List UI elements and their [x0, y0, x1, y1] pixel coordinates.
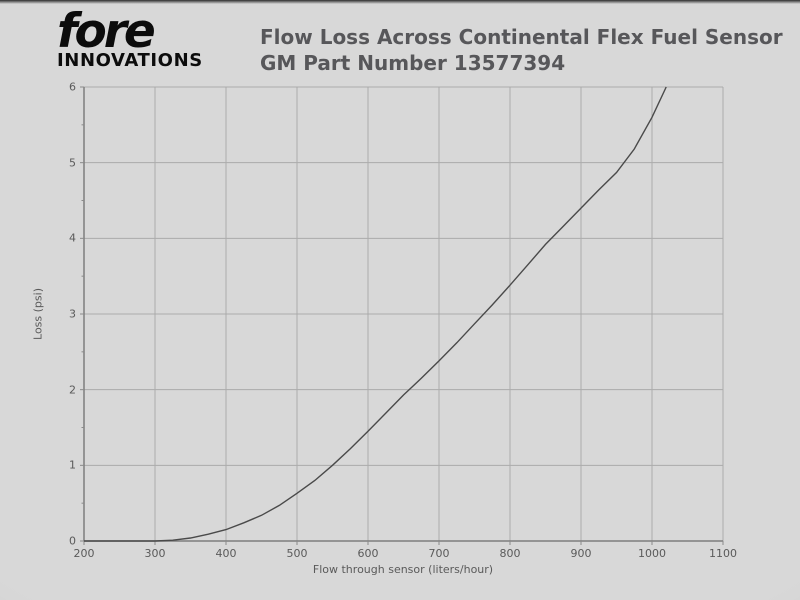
x-tick-300: 300	[144, 547, 166, 560]
y-tick-4: 4	[69, 231, 76, 245]
x-tick-500: 500	[286, 547, 308, 560]
x-tick-200: 200	[73, 547, 95, 560]
logo-sub-text: INNOVATIONS	[57, 50, 203, 71]
flow-loss-curve	[84, 86, 667, 542]
y-tick-1: 1	[69, 458, 76, 472]
fore-innovations-logo: fore INNOVATIONS	[57, 4, 203, 71]
x-tick-900: 900	[570, 547, 592, 560]
x-tick-1100: 1100	[709, 547, 737, 560]
y-tick-5: 5	[69, 156, 76, 170]
x-tick-800: 800	[499, 547, 521, 560]
y-tick-0: 0	[69, 534, 76, 548]
y-tick-6: 6	[69, 80, 76, 94]
chart-title: Flow Loss Across Continental Flex Fuel S…	[260, 24, 783, 76]
y-tick-2: 2	[69, 383, 76, 397]
x-axis-title: Flow through sensor (liters/hour)	[312, 563, 494, 576]
logo-brand-text: fore	[57, 4, 156, 59]
y-axis-title: Loss (psi)	[31, 288, 45, 340]
y-tick-3: 3	[69, 307, 76, 321]
x-tick-700: 700	[428, 547, 450, 560]
chart-title-line1: Flow Loss Across Continental Flex Fuel S…	[260, 25, 783, 49]
x-tick-600: 600	[357, 547, 379, 560]
x-tick-1000: 1000	[638, 547, 666, 560]
chart-title-line2: GM Part Number 13577394	[260, 51, 566, 75]
x-tick-400: 400	[215, 547, 237, 560]
